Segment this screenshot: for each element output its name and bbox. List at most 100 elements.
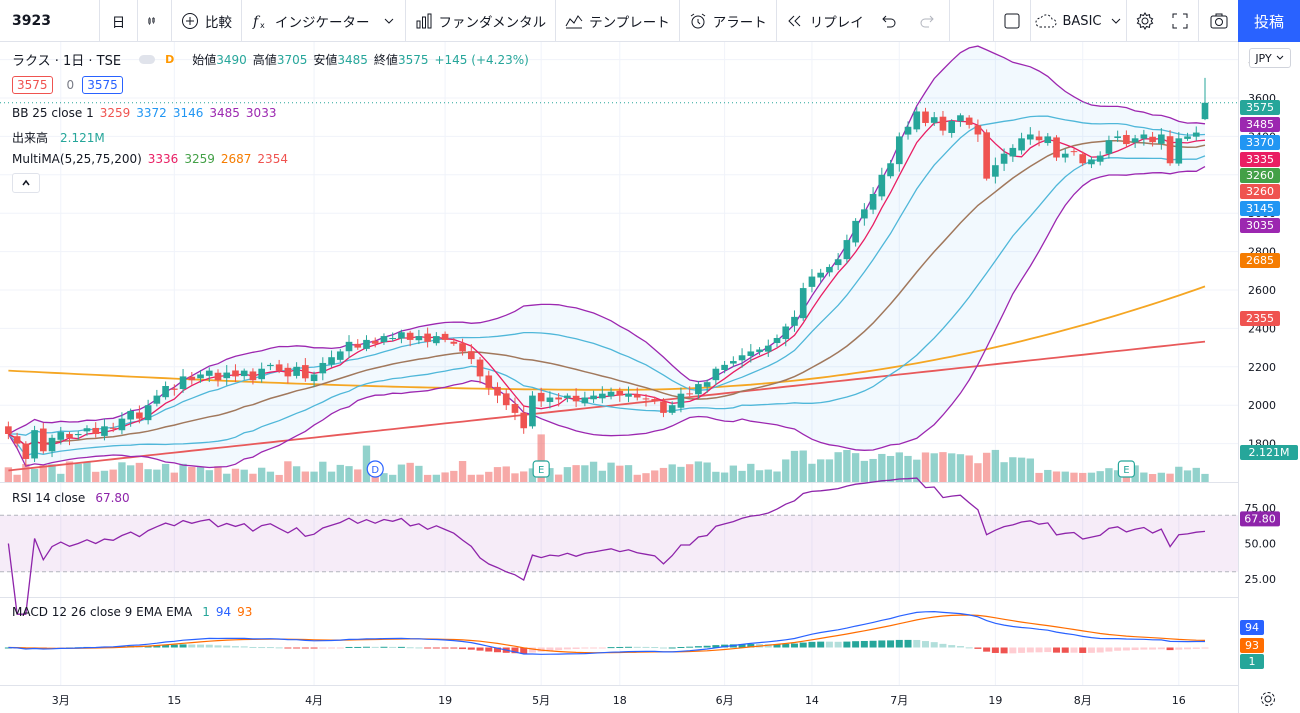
histogram-bar <box>581 647 589 649</box>
volume-bar <box>458 461 467 482</box>
histogram-bar <box>974 647 982 649</box>
bid-box[interactable]: 3575 <box>12 76 53 94</box>
candle <box>389 332 397 342</box>
candle <box>1026 127 1034 145</box>
histogram-bar <box>275 647 283 649</box>
replay-label: リプレイ <box>809 14 864 31</box>
currency-selector[interactable]: JPY <box>1249 48 1291 68</box>
low-label: 安値 <box>313 53 338 67</box>
template-label: テンプレート <box>589 14 670 31</box>
fullscreen-toggle[interactable] <box>993 0 1029 42</box>
macd-legend[interactable]: MACD 12 26 close 9 EMA EMA 1 94 93 <box>12 605 258 619</box>
histogram-bar <box>1079 647 1087 653</box>
candle <box>398 329 405 344</box>
rsi-band <box>0 515 1238 572</box>
histogram-bar <box>1192 647 1200 649</box>
indicators-label: インジケーター <box>275 14 370 31</box>
candle <box>861 203 868 226</box>
chart-canvas[interactable]: DEE1800200022002400260028003000320034003… <box>0 42 1300 713</box>
multima-legend[interactable]: MultiMA(5,25,75,200) 3336 3259 2687 2354 <box>12 152 294 166</box>
histogram-bar <box>956 646 964 648</box>
histogram-bar <box>1175 647 1183 650</box>
snapshot-button[interactable] <box>1198 0 1238 42</box>
ask-box[interactable]: 3575 <box>82 76 123 94</box>
candle <box>284 363 292 384</box>
candle <box>1201 77 1209 121</box>
volume-bar <box>118 462 126 482</box>
histogram-bar <box>1000 647 1008 654</box>
volume-bar <box>345 466 353 482</box>
time-tick-label: 19 <box>438 694 452 707</box>
replay-button[interactable]: リプレイ <box>777 0 873 42</box>
symbol-search[interactable]: 3923 <box>0 0 100 42</box>
interval-button[interactable]: 日 <box>100 0 138 42</box>
candle <box>834 253 842 271</box>
volume-bar <box>170 472 178 482</box>
alert-button[interactable]: アラート <box>680 0 777 42</box>
volume-bar <box>930 453 938 482</box>
candles <box>5 77 1209 466</box>
template-button[interactable]: テンプレート <box>556 0 680 42</box>
volume-legend[interactable]: 出来高 2.121M <box>12 129 111 146</box>
histogram-bar <box>354 646 362 648</box>
volume-bar <box>677 466 685 482</box>
candle <box>791 310 798 332</box>
undo-button[interactable] <box>873 0 911 42</box>
candle <box>127 408 134 427</box>
chart-type-button[interactable] <box>138 0 172 42</box>
histogram-bar <box>485 647 493 652</box>
volume-bar <box>720 472 729 482</box>
expand-button[interactable] <box>1162 0 1198 42</box>
volume-bar <box>109 469 117 482</box>
settings-button[interactable] <box>1126 0 1162 42</box>
candle <box>450 338 458 346</box>
candle <box>887 159 894 179</box>
candle <box>686 386 693 397</box>
ohlc-open: 始値3490 <box>192 51 247 68</box>
volume-bar <box>380 473 388 482</box>
volume-bar <box>939 452 947 482</box>
histogram-bar <box>625 646 633 648</box>
redo-button[interactable] <box>911 0 950 42</box>
volume-bar <box>843 450 851 482</box>
bb-basis-value: 3259 <box>99 106 131 120</box>
volume-bar <box>48 464 56 482</box>
volume-bar <box>92 471 100 482</box>
status-pill <box>139 55 156 64</box>
ma25-value: 3259 <box>184 152 215 166</box>
volume-bar <box>74 463 82 482</box>
candle <box>922 107 929 127</box>
volume-bar <box>389 474 397 482</box>
histogram-bar <box>939 643 947 648</box>
volume-bar <box>1044 469 1052 482</box>
bb-legend[interactable]: BB 25 close 1 3259 3372 3146 3485 3033 <box>12 106 282 120</box>
grid-lines <box>0 42 1238 685</box>
compare-button[interactable]: 比較 <box>172 0 242 42</box>
candle <box>240 368 248 380</box>
price-tick-label: 2600 <box>1248 284 1276 297</box>
svg-text:3335: 3335 <box>1246 153 1274 166</box>
post-button[interactable]: 投稿 <box>1238 0 1300 42</box>
volume-bar <box>485 471 493 482</box>
rsi-tag: 67.80 <box>1240 511 1280 527</box>
fundamental-button[interactable]: ファンダメンタル <box>406 0 557 42</box>
bb-fill <box>8 46 1205 468</box>
volume-bar <box>1079 472 1087 482</box>
volume-bar <box>528 468 537 482</box>
histogram-bar <box>659 647 667 649</box>
candle <box>48 434 56 458</box>
candle <box>773 334 781 347</box>
volume-bar <box>869 458 877 482</box>
layout-button[interactable]: BASIC <box>1030 0 1126 42</box>
price-tag: 3575 <box>1240 100 1280 115</box>
candle <box>730 356 737 367</box>
rsi-legend[interactable]: RSI 14 close 67.80 <box>12 491 136 505</box>
fundamental-label: ファンダメンタル <box>438 14 547 31</box>
bb-lower-line <box>7 155 1206 457</box>
collapse-button[interactable] <box>12 173 40 193</box>
volume-bar <box>537 434 545 482</box>
candle <box>249 368 257 385</box>
price-tag: 3035 <box>1240 218 1280 233</box>
